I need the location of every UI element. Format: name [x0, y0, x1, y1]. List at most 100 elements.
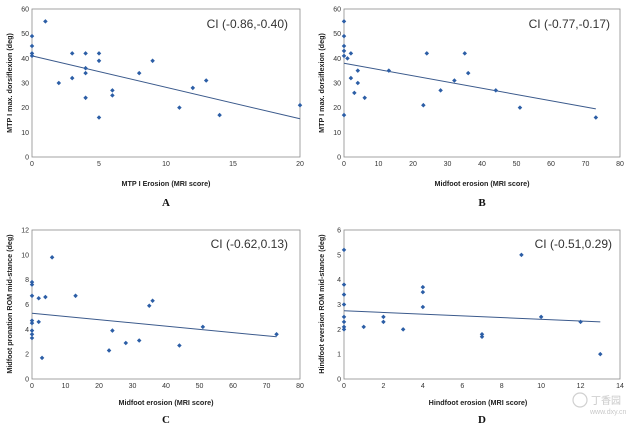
x-tick-label: 10 [162, 161, 170, 168]
data-point [29, 320, 35, 326]
watermark-url: www.dxy.cn [589, 409, 627, 416]
y-axis-label: Hindfoot eversion ROM mid-stance (deg) [317, 234, 326, 374]
data-points [341, 247, 603, 357]
data-point [493, 88, 499, 93]
data-point [69, 51, 75, 56]
data-point [29, 335, 35, 341]
data-point [386, 68, 392, 73]
data-point [341, 282, 347, 287]
data-point [69, 75, 75, 81]
data-point [29, 51, 35, 56]
data-point [345, 56, 350, 61]
data-point [96, 58, 102, 64]
x-tick-label: 14 [616, 383, 624, 390]
x-tick-label: 15 [229, 161, 237, 168]
data-point [479, 332, 485, 337]
panel-letter: A [162, 197, 170, 209]
data-point [538, 314, 544, 320]
data-point [462, 51, 468, 56]
data-point [341, 43, 347, 49]
data-point [110, 93, 115, 98]
tick-labels: 0 5 10 15 20 0 10 20 30 40 50 60 [21, 7, 304, 169]
data-point [146, 303, 152, 309]
data-point [29, 293, 35, 299]
x-tick-label: 8 [500, 383, 504, 390]
data-point [43, 294, 48, 300]
plot-frame [31, 8, 301, 158]
data-point [274, 332, 279, 337]
data-point [452, 78, 457, 83]
panel-letter: C [162, 414, 170, 426]
data-point [297, 102, 303, 108]
tick-labels: 0 10 20 30 40 50 60 70 80 0 2 4 6 8 10 12 [21, 228, 304, 391]
x-tick-label: 70 [263, 383, 271, 390]
data-point [29, 282, 35, 287]
trendline [343, 310, 601, 323]
data-point [29, 43, 35, 49]
y-tick-label: 60 [21, 7, 29, 14]
x-tick-label: 10 [537, 383, 545, 390]
y-tick-label: 30 [333, 81, 341, 88]
data-point [341, 48, 347, 54]
watermark-logo-icon [572, 392, 588, 408]
data-point [420, 304, 426, 310]
y-tick-label: 0 [25, 377, 29, 384]
x-tick-label: 70 [582, 161, 590, 168]
data-point [56, 80, 62, 86]
data-point [83, 70, 88, 76]
y-tick-label: 10 [21, 130, 29, 137]
data-point [29, 53, 35, 59]
data-point [150, 298, 155, 304]
data-point [341, 292, 347, 297]
plot-frame [343, 229, 621, 380]
plot-frame [31, 229, 301, 380]
data-point [110, 328, 115, 333]
data-point [96, 115, 102, 120]
x-tick-label: 2 [381, 383, 385, 390]
x-tick-label: 5 [97, 161, 101, 168]
x-tick-label: 30 [129, 383, 137, 390]
data-point [341, 33, 347, 39]
data-point [43, 19, 48, 24]
data-point [341, 112, 347, 118]
data-point [479, 334, 485, 340]
data-point [136, 70, 142, 76]
y-tick-label: 12 [21, 228, 29, 235]
y-tick-label: 0 [337, 377, 341, 384]
y-tick-label: 4 [25, 327, 29, 334]
panel-letter: D [478, 414, 486, 426]
watermark-text: 丁香园 [591, 395, 621, 407]
y-tick-label: 6 [337, 228, 341, 235]
y-tick-label: 1 [337, 352, 341, 359]
data-point [381, 314, 386, 320]
panel-letter: B [478, 197, 486, 209]
data-point [150, 58, 155, 64]
y-tick-label: 10 [21, 252, 29, 259]
data-points [29, 19, 303, 120]
data-point [136, 338, 142, 343]
data-point [29, 332, 35, 337]
x-tick-label: 12 [577, 383, 585, 390]
y-tick-label: 20 [21, 105, 29, 112]
x-tick-label: 10 [62, 383, 70, 390]
data-point [517, 105, 523, 110]
watermark: 丁香园 www.dxy.cn [572, 392, 627, 416]
data-point [39, 355, 45, 361]
data-points [29, 255, 279, 361]
x-tick-label: 0 [342, 383, 346, 390]
x-tick-label: 60 [229, 383, 237, 390]
data-point [110, 88, 115, 93]
y-tick-label: 8 [25, 277, 29, 284]
data-point [519, 252, 524, 258]
data-point [341, 53, 347, 59]
y-tick-label: 3 [337, 302, 341, 309]
tick-labels: 0 10 20 30 40 50 60 70 80 0 10 20 30 40 50 60 [333, 7, 624, 169]
x-tick-label: 10 [375, 161, 383, 168]
y-tick-label: 6 [25, 302, 29, 309]
data-point [49, 255, 55, 260]
ci-annotation: CI (-0.77,-0.17) [529, 17, 610, 31]
ci-annotation: CI (-0.62,0.13) [211, 237, 288, 251]
data-point [83, 51, 88, 56]
